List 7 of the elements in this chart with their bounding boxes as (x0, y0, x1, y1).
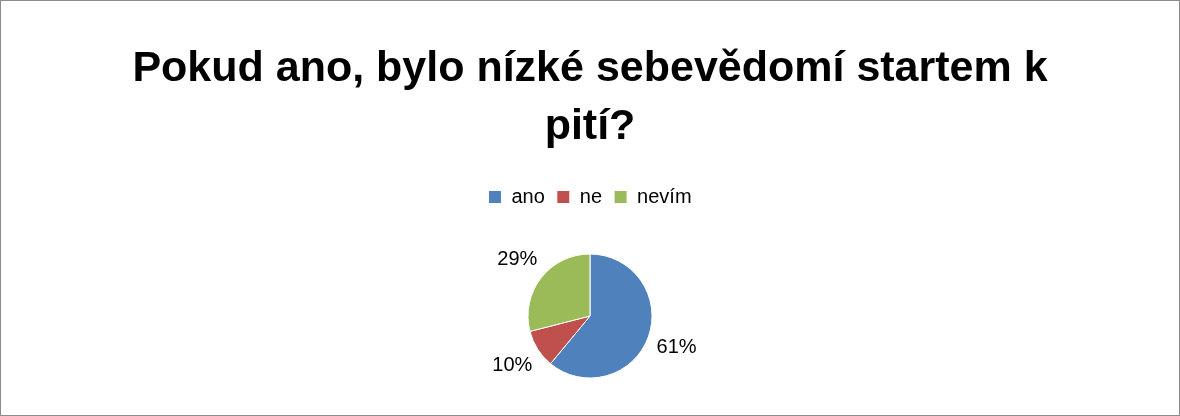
chart-title: Pokud ano, bylo nízké sebevědomí startem k pití? (131, 41, 1049, 150)
legend-label: nevím (637, 184, 692, 207)
legend-label: ne (579, 184, 603, 207)
data-label: 61% (656, 334, 697, 357)
data-label: 29% (497, 247, 538, 270)
data-label: 10% (492, 352, 533, 375)
legend-label: ano (511, 184, 545, 207)
